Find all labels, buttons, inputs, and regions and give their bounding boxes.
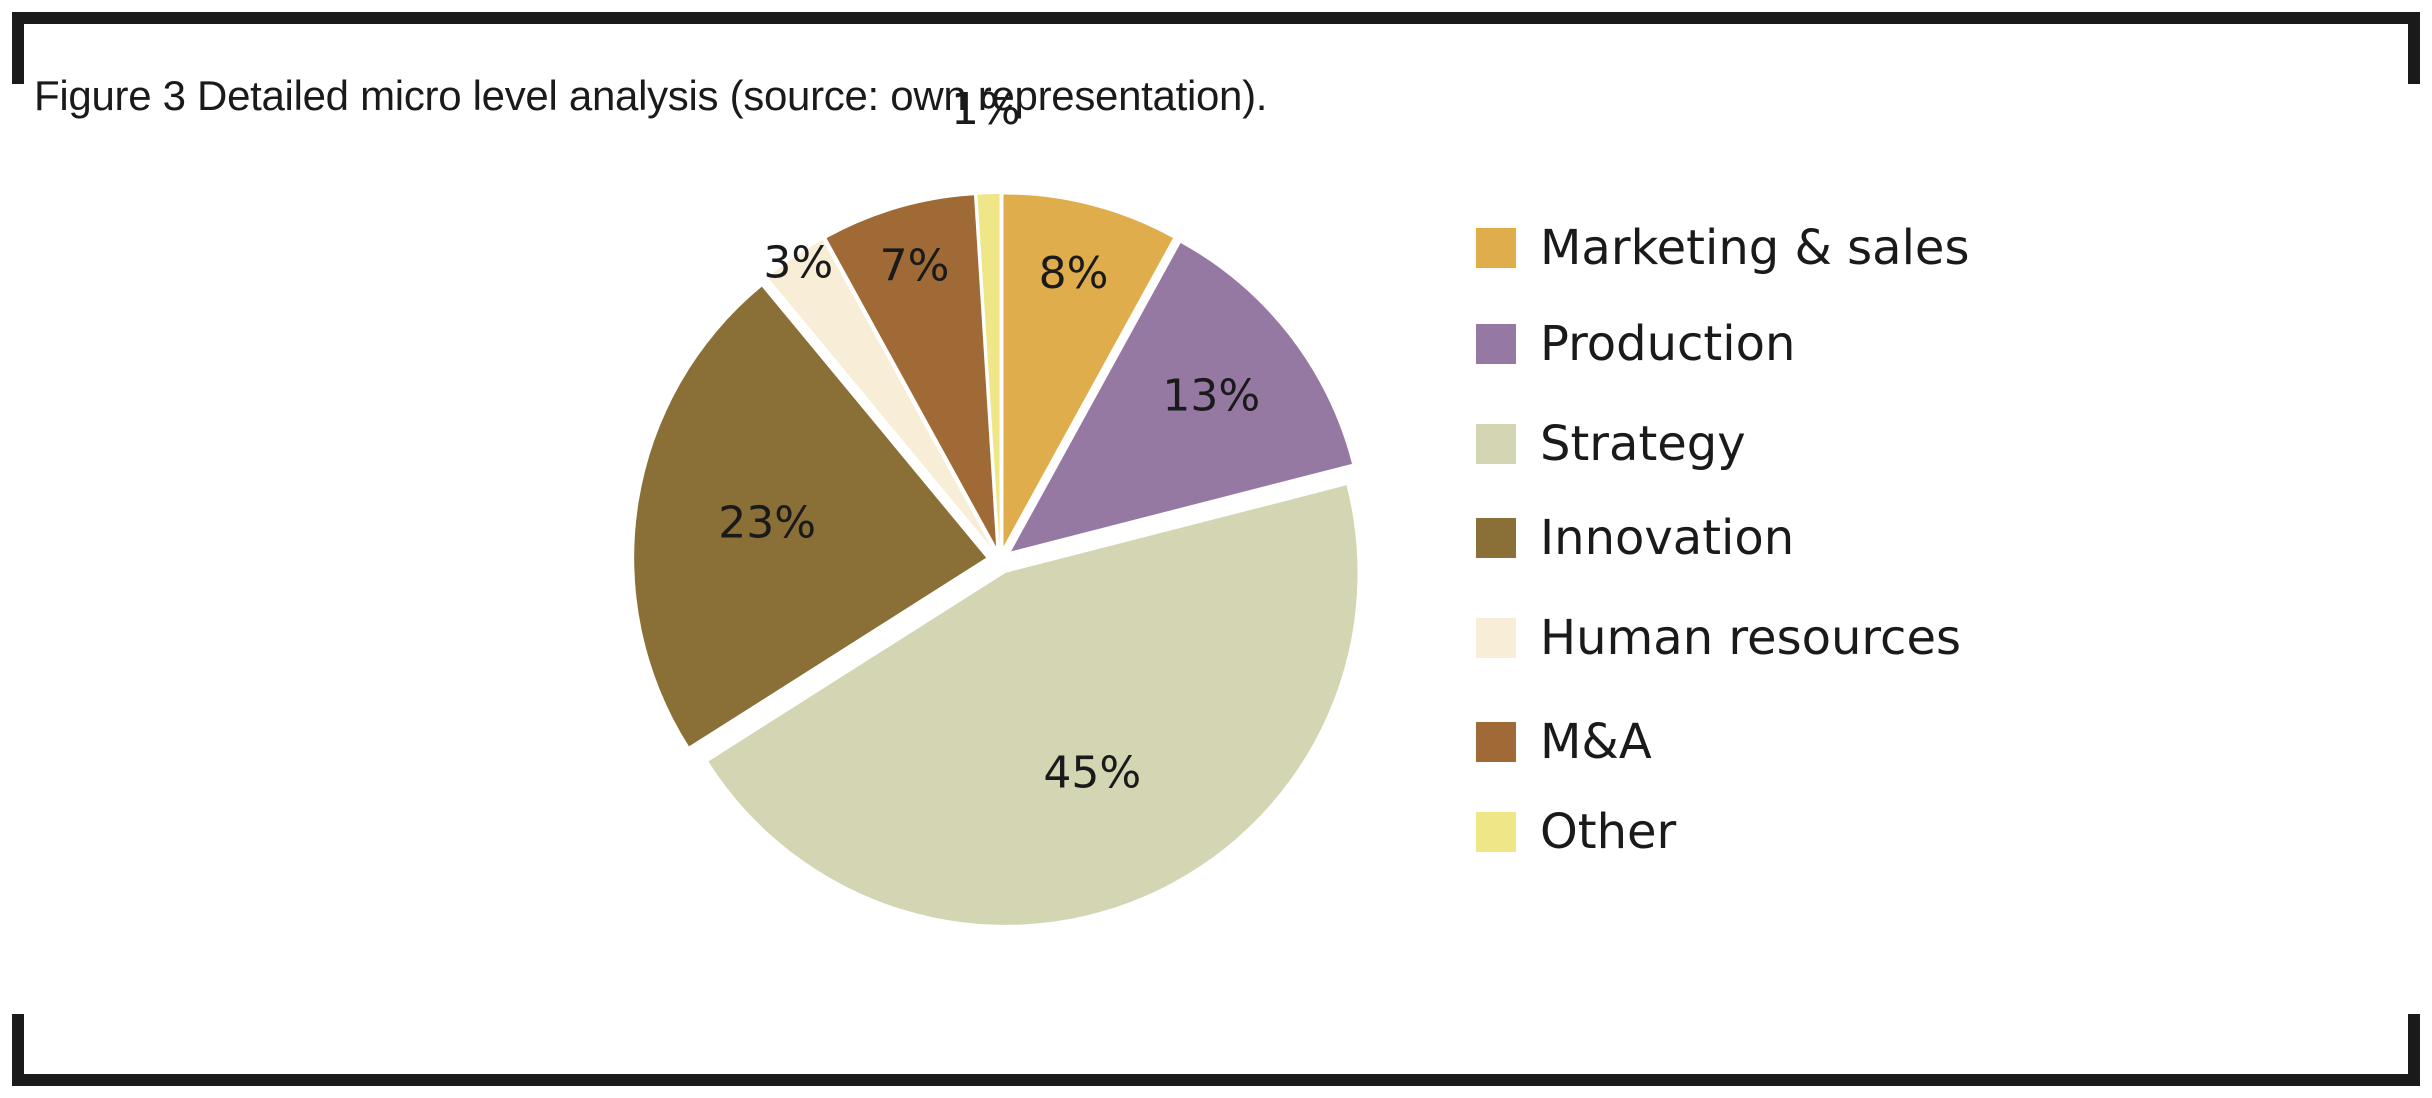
- legend-item-production: Production: [1476, 314, 1795, 374]
- legend-swatch-other: [1476, 812, 1516, 852]
- legend-item-marketing-sales: Marketing & sales: [1476, 218, 1969, 278]
- slice-label-production: 13%: [1162, 371, 1260, 422]
- legend-swatch-m-a: [1476, 722, 1516, 762]
- legend-label-innovation: Innovation: [1540, 510, 1795, 566]
- legend-label-marketing-sales: Marketing & sales: [1540, 220, 1970, 276]
- legend-swatch-production: [1476, 324, 1516, 364]
- legend-item-strategy: Strategy: [1476, 414, 1746, 474]
- pie-slice-innovation: [634, 286, 987, 747]
- legend-label-other: Other: [1540, 804, 1677, 860]
- slice-label-m-a: 7%: [880, 240, 950, 291]
- legend-item-human-resources: Human resources: [1476, 608, 1961, 668]
- pie-slice-other: [977, 194, 1000, 547]
- legend-label-human-resources: Human resources: [1540, 610, 1961, 666]
- legend-item-innovation: Innovation: [1476, 508, 1794, 568]
- pie-slice-marketing-sales: [1003, 194, 1174, 547]
- slice-label-human-resources: 3%: [763, 238, 833, 289]
- legend-swatch-innovation: [1476, 518, 1516, 558]
- legend-swatch-marketing-sales: [1476, 228, 1516, 268]
- legend-item-other: Other: [1476, 802, 1676, 862]
- pie-slice-strategy: [708, 485, 1358, 925]
- legend-swatch-human-resources: [1476, 618, 1516, 658]
- slice-label-marketing-sales: 8%: [1039, 248, 1109, 299]
- pie-slice-human-resources: [767, 239, 993, 549]
- slice-label-other: 1%: [951, 84, 1021, 135]
- legend-label-strategy: Strategy: [1540, 416, 1746, 472]
- legend-item-m-a: M&A: [1476, 712, 1652, 772]
- slice-label-innovation: 23%: [718, 498, 816, 549]
- legend-label-m-a: M&A: [1540, 714, 1652, 770]
- slice-label-strategy: 45%: [1043, 748, 1141, 799]
- legend-swatch-strategy: [1476, 424, 1516, 464]
- pie-slice-m-a: [826, 195, 997, 547]
- legend-label-production: Production: [1540, 316, 1796, 372]
- figure-caption: Figure 3 Detailed micro level analysis (…: [34, 72, 1268, 119]
- pie-slice-production: [1011, 242, 1353, 552]
